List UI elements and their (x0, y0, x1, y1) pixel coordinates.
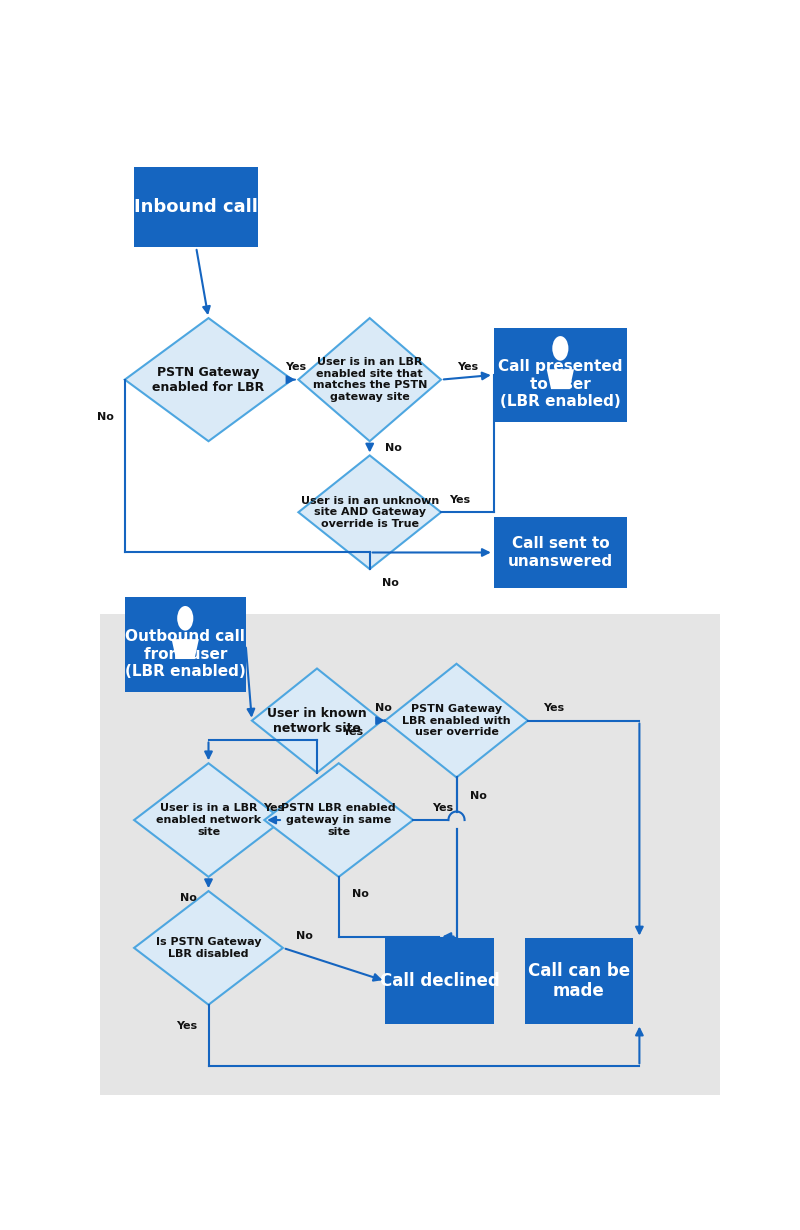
Text: PSTN Gateway
enabled for LBR: PSTN Gateway enabled for LBR (152, 365, 265, 394)
Text: Yes: Yes (432, 803, 453, 813)
Polygon shape (134, 763, 283, 877)
Text: Outbound call
from user
(LBR enabled): Outbound call from user (LBR enabled) (125, 630, 246, 679)
Text: No: No (97, 412, 114, 422)
Text: No: No (382, 578, 399, 588)
Polygon shape (298, 455, 441, 569)
Bar (525, 938, 634, 1023)
Bar (125, 598, 246, 692)
Circle shape (552, 336, 569, 360)
Text: No: No (375, 704, 392, 713)
Text: Call sent to
unanswered: Call sent to unanswered (508, 536, 613, 568)
Polygon shape (134, 891, 283, 1005)
Text: No: No (296, 931, 313, 941)
Text: No: No (181, 893, 198, 903)
Text: PSTN LBR enabled
gateway in same
site: PSTN LBR enabled gateway in same site (282, 803, 396, 836)
Text: No: No (386, 443, 402, 454)
Text: Yes: Yes (285, 363, 306, 373)
Text: Is PSTN Gateway
LBR disabled: Is PSTN Gateway LBR disabled (156, 937, 262, 958)
Bar (100, 148, 720, 614)
Polygon shape (298, 319, 441, 442)
Bar (494, 327, 627, 422)
Text: PSTN Gateway
LBR enabled with
user override: PSTN Gateway LBR enabled with user overr… (402, 704, 511, 737)
Polygon shape (252, 669, 382, 772)
Text: Call presented
to user
(LBR enabled): Call presented to user (LBR enabled) (498, 359, 622, 410)
Text: Call declined: Call declined (379, 972, 499, 990)
Bar (134, 166, 258, 247)
Bar (100, 614, 720, 1095)
Text: User is in an unknown
site AND Gateway
override is True: User is in an unknown site AND Gateway o… (301, 496, 439, 529)
Text: User in known
network site: User in known network site (267, 706, 367, 734)
Text: Yes: Yes (176, 1021, 198, 1031)
Text: Yes: Yes (342, 727, 363, 737)
Circle shape (177, 606, 194, 631)
Text: Yes: Yes (457, 363, 478, 373)
Text: Yes: Yes (543, 704, 565, 713)
Polygon shape (546, 369, 574, 389)
Polygon shape (125, 319, 292, 442)
Polygon shape (172, 640, 199, 659)
Text: Yes: Yes (263, 803, 284, 813)
Bar (494, 517, 627, 588)
Bar (386, 938, 494, 1023)
Text: No: No (352, 889, 370, 899)
Text: User is in a LBR
enabled network
site: User is in a LBR enabled network site (156, 803, 261, 836)
Text: User is in an LBR
enabled site that
matches the PSTN
gateway site: User is in an LBR enabled site that matc… (313, 357, 427, 402)
Text: Call can be
made: Call can be made (528, 962, 630, 1000)
Text: Yes: Yes (449, 494, 470, 506)
Polygon shape (386, 664, 528, 777)
Text: Inbound call: Inbound call (134, 198, 258, 215)
Text: No: No (470, 791, 487, 802)
Polygon shape (264, 763, 413, 877)
